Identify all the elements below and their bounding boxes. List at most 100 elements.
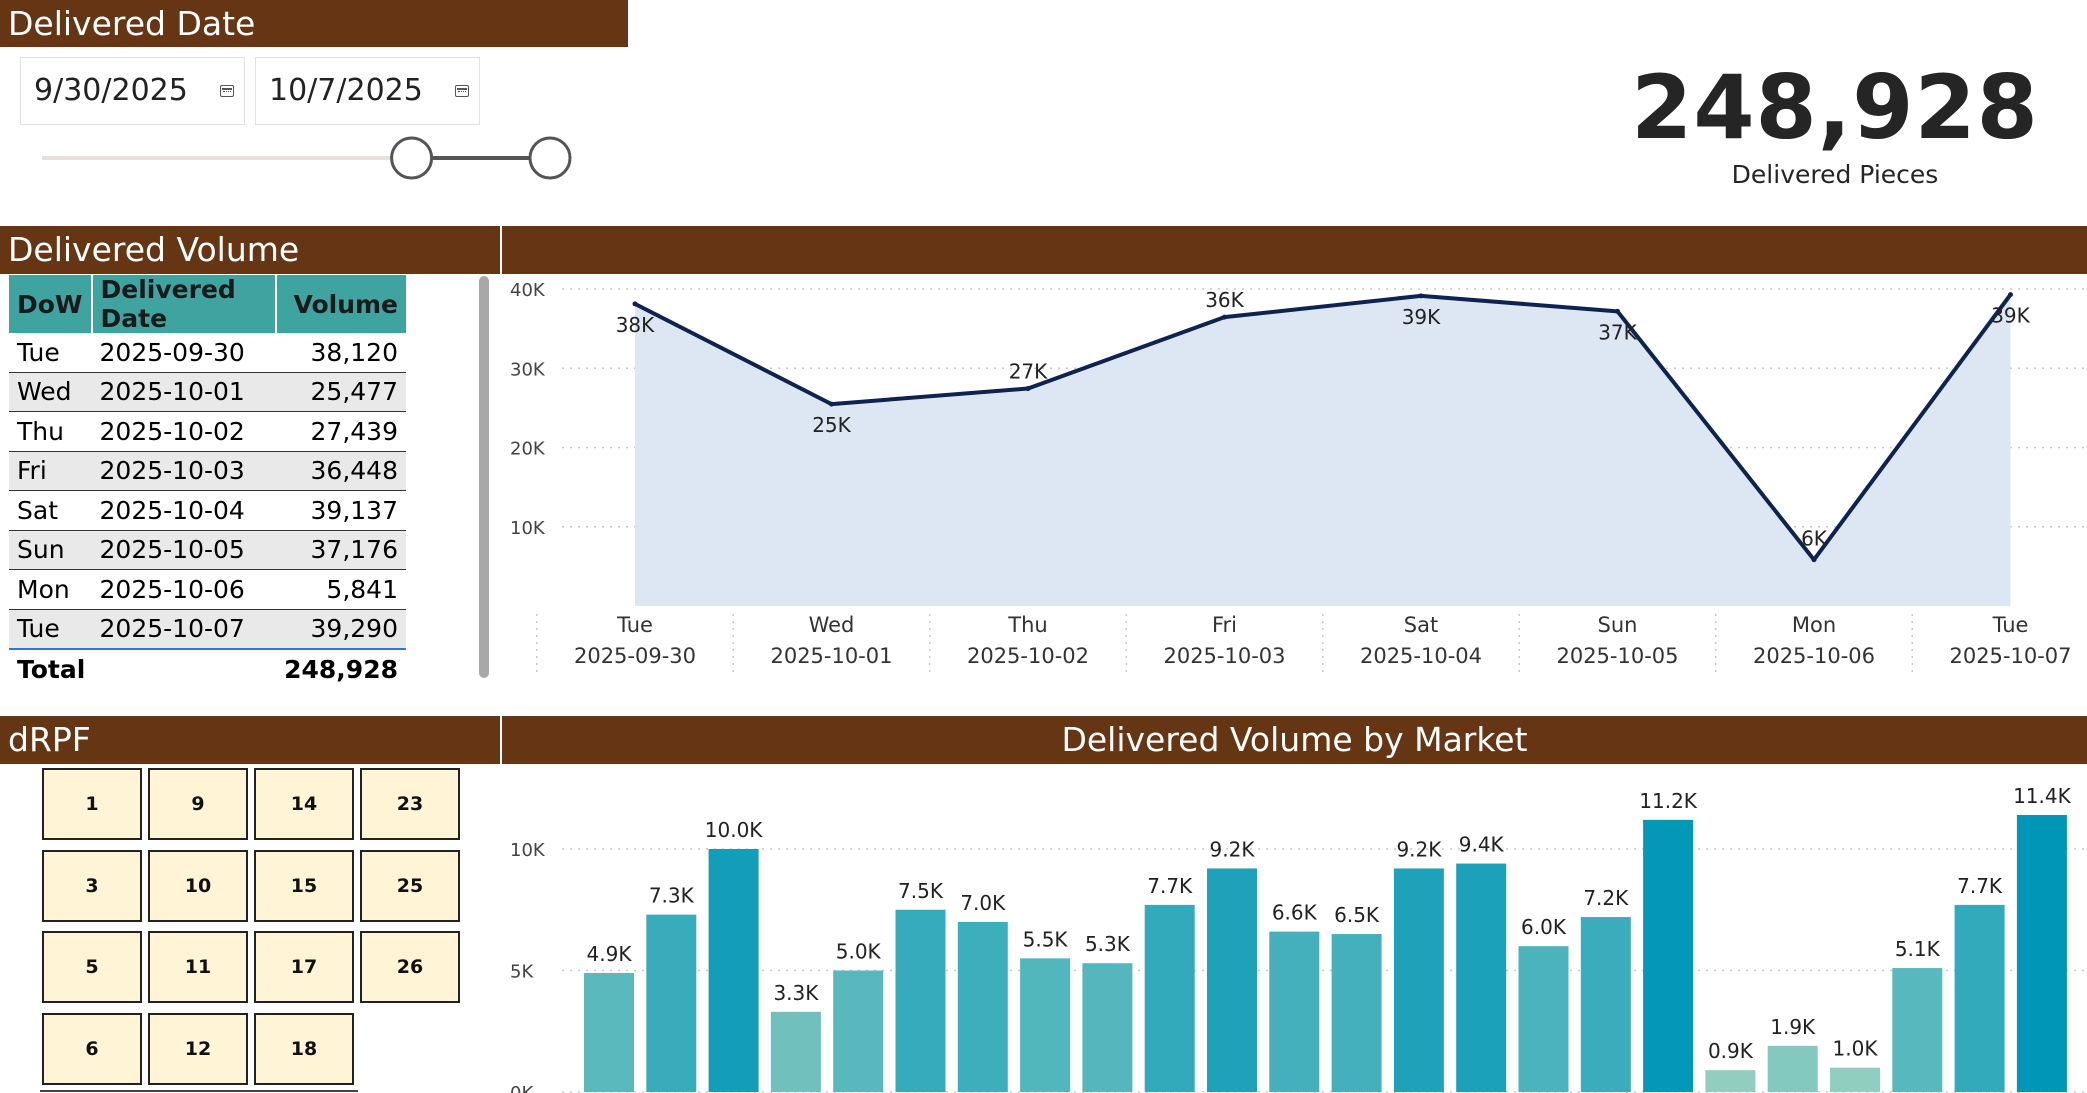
- x-tick-label: Tue: [1992, 613, 2029, 637]
- x-tick-date: 2025-10-02: [967, 644, 1089, 668]
- drpf-button-17[interactable]: 17: [254, 931, 354, 1003]
- x-tick-date: 2025-10-01: [770, 644, 892, 668]
- cell-dow: Thu: [9, 411, 92, 452]
- column-header-volume[interactable]: Volume: [276, 275, 406, 333]
- data-point: [1025, 386, 1031, 392]
- bar-data-label: 7.0K: [960, 891, 1006, 915]
- drpf-button-23[interactable]: 23: [360, 768, 460, 840]
- x-tick-label: Wed: [809, 613, 855, 637]
- slider-start-handle[interactable]: [390, 136, 434, 180]
- y-tick-label: 5K: [510, 962, 534, 983]
- table-scrollbar[interactable]: [479, 276, 489, 678]
- market-bar: [1892, 968, 1943, 1092]
- bar-data-label: 10.0K: [705, 818, 764, 842]
- table-total-row: Total 248,928: [9, 648, 406, 689]
- table-row[interactable]: Tue 2025-09-30 38,120: [9, 333, 406, 373]
- x-tick-date: 2025-10-07: [1949, 644, 2071, 668]
- calendar-icon[interactable]: [220, 85, 234, 97]
- cell-dow: Fri: [9, 451, 92, 491]
- data-point: [1615, 308, 1620, 314]
- x-tick-label: Tue: [616, 613, 653, 637]
- table-row[interactable]: Wed 2025-10-01 25,477: [9, 372, 406, 412]
- slider-end-handle[interactable]: [528, 136, 572, 180]
- drpf-button-12[interactable]: 12: [148, 1012, 248, 1085]
- market-bar: [708, 849, 759, 1092]
- table-row[interactable]: Sat 2025-10-04 39,137: [9, 490, 406, 531]
- market-bar: [1643, 819, 1694, 1092]
- cell-date: 2025-10-06: [91, 569, 277, 610]
- x-tick-label: Thu: [1007, 613, 1047, 637]
- data-label: 25K: [812, 413, 851, 437]
- end-date-value: 10/7/2025: [269, 73, 423, 108]
- market-bar: [1393, 868, 1444, 1092]
- table-row[interactable]: Tue 2025-10-07 39,290: [9, 609, 406, 650]
- table-row[interactable]: Fri 2025-10-03 36,448: [9, 451, 406, 491]
- bar-data-label: 7.5K: [898, 879, 944, 903]
- bar-data-label: 5.0K: [836, 940, 882, 964]
- drpf-button-25[interactable]: 25: [360, 849, 460, 922]
- market-bar: [895, 909, 946, 1092]
- drpf-button-18[interactable]: 18: [254, 1012, 354, 1085]
- cell-volume: 39,137: [276, 490, 406, 531]
- x-tick-label: Sun: [1598, 613, 1638, 637]
- table-row[interactable]: Mon 2025-10-06 5,841: [9, 569, 406, 610]
- cell-dow: Mon: [9, 569, 92, 610]
- column-header-delivered-date[interactable]: Delivered Date: [91, 275, 278, 333]
- market-bar: [646, 914, 697, 1092]
- bar-data-label: 0.9K: [1708, 1039, 1754, 1063]
- data-label: 27K: [1009, 360, 1048, 384]
- drpf-next-row-edge: [40, 1090, 358, 1092]
- cell-date: 2025-10-01: [91, 372, 277, 412]
- delivered-volume-by-market-chart: 0K 5K 10K 4.9K 7.3K 10.0K 3.3K 5.0K 7.5K 7.0K 5.5K…: [510, 784, 2087, 1093]
- drpf-button-14[interactable]: 14: [254, 768, 354, 840]
- bar-data-label: 1.0K: [1833, 1037, 1879, 1061]
- cell-date: 2025-10-03: [91, 451, 277, 491]
- drpf-button-9[interactable]: 9: [148, 768, 248, 840]
- bar-data-label: 9.4K: [1459, 833, 1505, 857]
- calendar-icon[interactable]: [455, 85, 469, 97]
- area-fill: [635, 294, 2011, 606]
- drpf-button-15[interactable]: 15: [254, 849, 354, 922]
- start-date-input[interactable]: 9/30/2025: [20, 57, 245, 125]
- drpf-button-3[interactable]: 3: [42, 849, 142, 922]
- cell-dow: Sat: [9, 490, 92, 531]
- drpf-button-6[interactable]: 6: [42, 1012, 142, 1085]
- table-row[interactable]: Sun 2025-10-05 37,176: [9, 530, 406, 570]
- market-bar: [833, 970, 884, 1092]
- line-chart-header: [502, 226, 2087, 274]
- cell-volume: 36,448: [276, 451, 406, 491]
- data-point: [1222, 314, 1227, 320]
- market-bar: [1580, 917, 1631, 1092]
- bar-data-label: 7.3K: [649, 884, 695, 908]
- column-header-dow[interactable]: DoW: [9, 275, 93, 333]
- data-label: 39K: [1402, 305, 1441, 329]
- date-range-slider[interactable]: [30, 132, 600, 182]
- cell-date: 2025-09-30: [91, 333, 277, 373]
- y-tick-label: 30K: [510, 359, 546, 380]
- drpf-button-5[interactable]: 5: [42, 931, 142, 1003]
- cell-volume: 39,290: [276, 609, 406, 650]
- bar-data-label: 5.1K: [1895, 937, 1941, 961]
- drpf-button-1[interactable]: 1: [42, 768, 142, 840]
- drpf-button-26[interactable]: 26: [360, 931, 460, 1003]
- market-bar: [1269, 931, 1320, 1092]
- market-bar: [1767, 1045, 1818, 1092]
- data-point: [829, 401, 834, 407]
- bar-data-label: 6.6K: [1272, 901, 1318, 925]
- table-row[interactable]: Thu 2025-10-02 27,439: [9, 411, 406, 452]
- market-bar: [1082, 963, 1133, 1092]
- market-bar: [1954, 904, 2005, 1092]
- y-tick-label: 10K: [510, 840, 546, 861]
- drpf-button-10[interactable]: 10: [148, 849, 248, 922]
- start-date-value: 9/30/2025: [34, 73, 188, 108]
- market-bar: [1705, 1070, 1756, 1092]
- bar-data-label: 3.3K: [773, 981, 819, 1005]
- delivered-pieces-value: 248,928: [1631, 56, 2039, 159]
- drpf-button-11[interactable]: 11: [148, 931, 248, 1003]
- cell-dow: Sun: [9, 530, 92, 570]
- x-tick-date: 2025-10-04: [1360, 644, 1482, 668]
- market-bar: [770, 1011, 821, 1092]
- bar-data-label: 6.5K: [1334, 903, 1380, 927]
- table-header-row: DoW Delivered Date Volume: [9, 275, 406, 333]
- end-date-input[interactable]: 10/7/2025: [255, 57, 480, 125]
